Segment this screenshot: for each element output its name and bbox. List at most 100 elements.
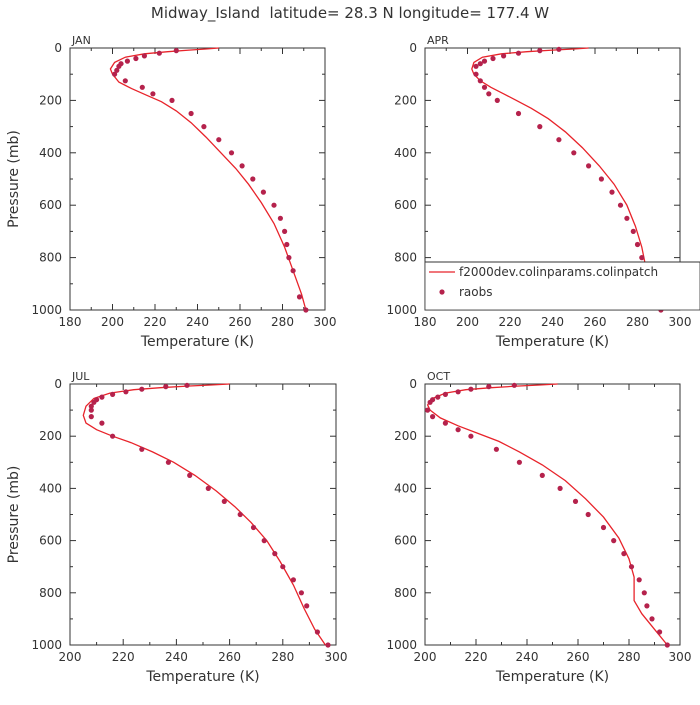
raobs-point (110, 391, 116, 397)
raobs-point (139, 446, 145, 452)
x-tick-label: 220 (499, 315, 522, 329)
raobs-point (493, 446, 499, 452)
raobs-point (430, 414, 436, 420)
x-axis-label: Temperature (K) (145, 669, 259, 685)
x-axis-label: Temperature (K) (140, 334, 254, 350)
raobs-point (169, 97, 175, 103)
raobs-point (557, 485, 563, 491)
raobs-point (277, 215, 283, 221)
raobs-point (644, 603, 650, 609)
raobs-point (286, 255, 292, 261)
x-axis-label: Temperature (K) (495, 334, 609, 350)
legend-obs-label: raobs (459, 285, 493, 299)
raobs-point (624, 215, 630, 221)
raobs-point (621, 551, 627, 557)
raobs-point (88, 403, 94, 409)
raobs-point (636, 577, 642, 583)
raobs-point (304, 603, 310, 609)
raobs-point (609, 189, 615, 195)
x-tick-label: 180 (414, 315, 437, 329)
raobs-point (657, 629, 663, 635)
y-tick-label: 1000 (31, 303, 62, 317)
x-tick-label: 220 (465, 650, 488, 664)
raobs-point (239, 163, 245, 169)
x-tick-label: 200 (101, 315, 124, 329)
y-tick-label: 0 (54, 377, 62, 391)
x-tick-label: 180 (59, 315, 82, 329)
raobs-point (325, 642, 331, 648)
x-tick-label: 200 (59, 650, 82, 664)
y-tick-label: 1000 (386, 638, 417, 652)
y-tick-label: 400 (394, 481, 417, 495)
raobs-point (571, 150, 577, 156)
x-tick-label: 300 (325, 650, 348, 664)
y-tick-label: 600 (39, 534, 62, 548)
figure-title: Midway_Island latitude= 28.3 N longitude… (151, 4, 549, 23)
raobs-point (163, 384, 169, 390)
raobs-point (486, 384, 492, 390)
raobs-point (617, 202, 624, 208)
panel-jan: JAN 180 200 220 240 260 280 300 0 200 400 600 800 100… (6, 34, 336, 350)
y-tick-label: 800 (39, 586, 62, 600)
raobs-point (634, 241, 641, 248)
raobs-point (271, 202, 277, 208)
model-profile-line (82, 383, 326, 646)
raobs-point (88, 414, 94, 420)
plot-frame (424, 383, 681, 646)
raobs-point (477, 61, 483, 67)
y-tick-label: 0 (409, 377, 417, 391)
raobs-point (314, 629, 320, 635)
raobs-point (486, 91, 492, 97)
raobs-point (598, 176, 605, 182)
plot-frame (69, 47, 326, 311)
y-tick-label: 200 (394, 93, 417, 107)
raobs-point (150, 91, 156, 97)
panel-label: JAN (71, 34, 91, 47)
raobs-point (282, 228, 288, 234)
raobs-point (481, 58, 488, 64)
x-tick-label: 280 (271, 650, 294, 664)
x-tick-label: 300 (669, 315, 692, 329)
x-tick-label: 240 (186, 315, 209, 329)
raobs-point (201, 124, 207, 130)
raobs-point (216, 137, 222, 143)
raobs-point (112, 71, 118, 77)
x-tick-label: 240 (165, 650, 188, 664)
legend-model-label: f2000dev.colinparams.colinpatch (459, 265, 658, 279)
raobs-point (99, 394, 105, 400)
raobs-point (114, 67, 120, 73)
raobs-point (468, 386, 474, 392)
raobs-point (455, 427, 461, 433)
y-axis-label: Pressure (mb) (6, 130, 22, 228)
raobs-point (468, 433, 474, 439)
raobs-point (537, 124, 543, 130)
raobs-point (442, 420, 448, 426)
panel-oct: OCT 200 220 240 260 280 300 0 200 400 600 800 1000 Te… (386, 370, 691, 685)
y-tick-label: 400 (39, 146, 62, 160)
raobs-point (481, 84, 488, 90)
raobs-point (91, 399, 97, 405)
raobs-point (88, 407, 94, 413)
y-tick-label: 200 (39, 93, 62, 107)
raobs-point (641, 590, 647, 596)
panel-label: JUL (71, 370, 90, 383)
x-tick-label: 200 (456, 315, 479, 329)
raobs-point (290, 577, 296, 583)
raobs-point (649, 616, 655, 622)
x-tick-label: 260 (584, 315, 607, 329)
raobs-point (501, 53, 507, 59)
raobs-point (427, 399, 433, 405)
x-tick-label: 300 (669, 650, 692, 664)
raobs-point (435, 394, 441, 400)
raobs-point (630, 228, 636, 234)
raobs-point (572, 498, 579, 504)
x-tick-label: 280 (271, 315, 294, 329)
raobs-point (284, 241, 290, 248)
raobs-point (187, 472, 193, 478)
y-tick-label: 600 (394, 198, 417, 212)
legend-dot-swatch (439, 289, 445, 295)
raobs-point (539, 472, 545, 478)
raobs-point (556, 137, 562, 143)
